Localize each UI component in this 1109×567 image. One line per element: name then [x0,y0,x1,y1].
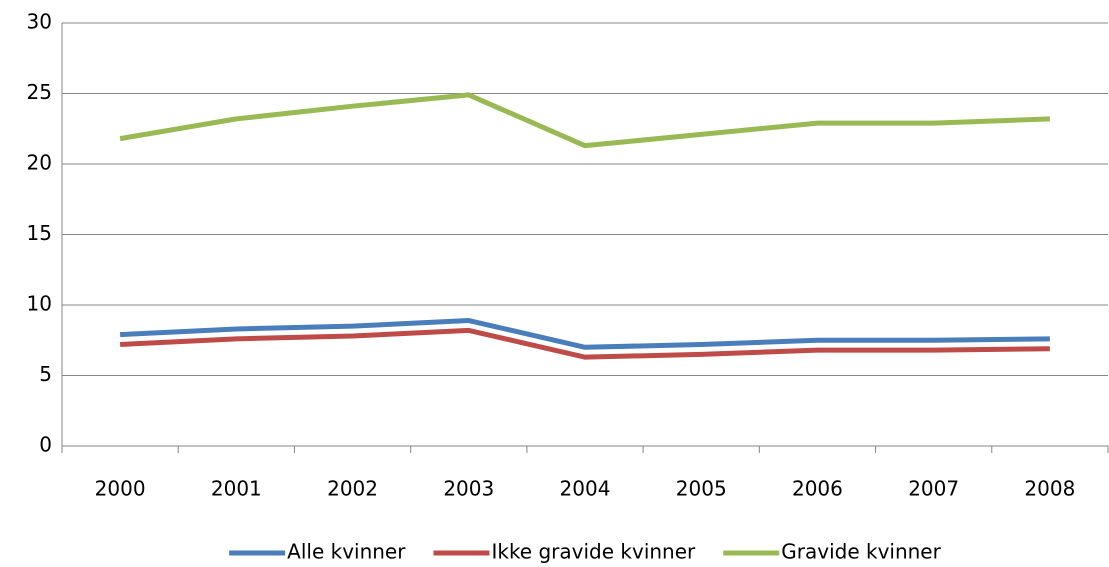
x-tick-label: 2002 [327,477,378,501]
x-tick-label: 2008 [1024,477,1075,501]
x-tick-label: 2006 [792,477,843,501]
y-tick-label: 30 [27,10,52,34]
x-tick-label: 2003 [443,477,494,501]
x-tick-label: 2000 [95,477,146,501]
y-tick-label: 25 [27,80,52,104]
legend: Alle kvinner Ikke gravide kvinner Gravide … [229,540,942,564]
x-tick-label: 2001 [211,477,262,501]
series-line [119,92,1050,149]
y-tick-label: 5 [39,362,52,386]
legend-label: Gravide kvinner [781,540,941,564]
y-tick-label: 0 [39,433,52,457]
y-tick-label: 20 [27,151,52,175]
legend-label: Alle kvinner [287,540,406,564]
y-tick-label: 15 [27,221,52,245]
legend-label: Ikke gravide kvinner [491,540,696,564]
x-tick-label: 2005 [676,477,727,501]
series-line [119,318,1050,350]
y-tick-label: 10 [27,292,52,316]
x-tick-label: 2004 [560,477,611,501]
series-line [119,327,1050,360]
x-tick-label: 2007 [908,477,959,501]
